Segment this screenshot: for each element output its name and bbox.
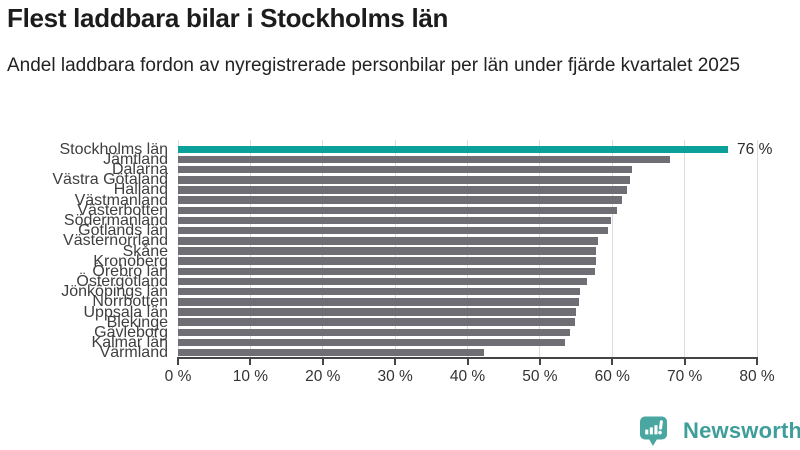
y-axis-label: Skåne	[122, 242, 168, 260]
y-axis-label: Östergötland	[76, 273, 168, 290]
bar-value-label: 76 %	[737, 140, 773, 158]
x-axis-tick	[177, 359, 179, 365]
chart-title: Flest laddbara bilar i Stockholms län	[7, 3, 449, 33]
y-axis-label: Norrbotten	[92, 293, 168, 311]
x-axis-tick-label: 30 %	[377, 368, 413, 385]
y-axis-label: Värmland	[99, 344, 168, 362]
y-axis-label: Gävleborg	[94, 323, 168, 341]
bar	[178, 237, 599, 245]
bar	[178, 186, 628, 194]
x-axis-tick-label: 0 %	[164, 368, 192, 385]
y-axis-label: Kalmar län	[91, 334, 168, 352]
bar	[178, 308, 577, 316]
grid-line	[611, 140, 613, 357]
bar	[178, 206, 617, 215]
x-axis-tick-label: 40 %	[449, 368, 486, 385]
y-axis-label: Gotlands län	[78, 222, 168, 240]
y-axis-label: Blekinge	[106, 313, 168, 331]
bar	[178, 348, 485, 357]
x-axis-tick	[321, 359, 324, 365]
y-axis-label: Stockholms län	[59, 140, 169, 158]
x-axis-tick	[611, 359, 614, 365]
newsworthy-logo-icon	[640, 416, 667, 446]
bar	[178, 267, 595, 276]
y-axis-label: Halland	[113, 181, 168, 199]
newsworthy-logo-text: Newsworthy	[683, 418, 800, 443]
bar	[178, 298, 579, 306]
bar	[178, 226, 608, 235]
y-axis-label: Jämtland	[103, 150, 168, 168]
y-axis-label: Dalarna	[111, 161, 168, 179]
x-axis-tick-label: 20 %	[305, 368, 341, 385]
x-axis-tick	[538, 359, 541, 365]
x-axis-tick	[683, 359, 686, 365]
bar	[178, 287, 581, 296]
y-axis-label: Västra Götaland	[52, 171, 168, 189]
bar	[178, 196, 623, 204]
x-axis-tick	[249, 359, 252, 365]
bar	[178, 318, 576, 326]
x-axis-tick-label: 80 %	[739, 368, 775, 385]
y-axis-label: Kronoberg	[93, 252, 168, 270]
bar	[178, 247, 597, 255]
y-axis-label: Jönköpings län	[61, 283, 168, 301]
x-axis-tick-label: 50 %	[522, 368, 558, 385]
y-axis-label: Västernorrland	[63, 232, 168, 250]
grid-line	[684, 140, 686, 357]
newsworthy-logo: Newsworthy	[639, 415, 800, 447]
chart-subtitle: Andel laddbara fordon av nyregistrerade …	[7, 55, 741, 76]
bar	[178, 216, 611, 225]
grid-line	[756, 140, 758, 357]
y-axis-label: Södermanland	[63, 211, 168, 229]
x-axis-tick	[466, 359, 469, 365]
bar	[178, 176, 630, 184]
bar	[178, 277, 587, 286]
y-axis-label: Uppsala län	[83, 303, 169, 321]
x-axis-tick-label: 10 %	[232, 368, 269, 385]
bar	[178, 155, 671, 164]
x-axis-tick-label: 70 %	[666, 368, 703, 385]
bar	[178, 165, 632, 174]
bar	[178, 328, 571, 337]
bar	[178, 338, 566, 347]
bar	[178, 257, 596, 265]
y-axis-label: Västmanland	[74, 191, 168, 209]
y-axis-label: Örebro län	[92, 262, 168, 280]
x-axis-tick	[756, 359, 758, 365]
bar-highlighted	[178, 145, 729, 154]
y-axis-label: Västerbotten	[77, 201, 168, 219]
x-axis-line	[177, 356, 758, 359]
x-axis-tick	[394, 359, 397, 365]
x-axis-tick-label: 60 %	[594, 368, 630, 385]
